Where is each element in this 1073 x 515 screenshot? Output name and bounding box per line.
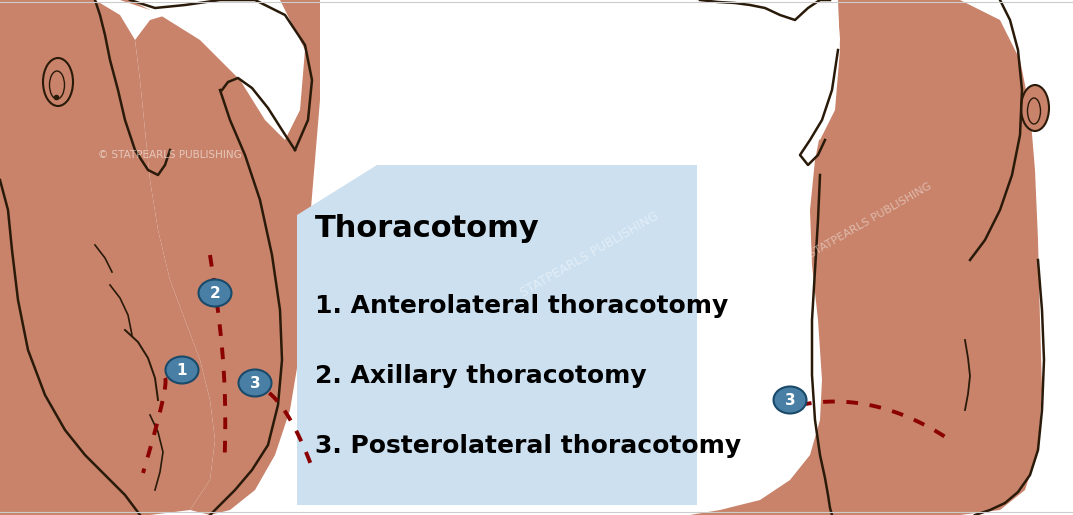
- Text: © STATPEARLS PUBLISHING: © STATPEARLS PUBLISHING: [98, 150, 241, 160]
- Ellipse shape: [43, 58, 73, 106]
- Ellipse shape: [165, 356, 199, 384]
- Polygon shape: [130, 0, 305, 140]
- Text: STATPEARLS PUBLISHING: STATPEARLS PUBLISHING: [807, 181, 934, 260]
- Polygon shape: [297, 165, 697, 505]
- Text: 1: 1: [177, 363, 188, 378]
- Ellipse shape: [1021, 85, 1049, 131]
- Polygon shape: [695, 0, 838, 130]
- Text: 3: 3: [250, 376, 261, 391]
- Polygon shape: [530, 0, 1073, 515]
- Text: 3. Posterolateral thoracotomy: 3. Posterolateral thoracotomy: [315, 434, 741, 458]
- Polygon shape: [135, 0, 320, 515]
- Ellipse shape: [238, 369, 271, 397]
- Polygon shape: [0, 0, 215, 515]
- Polygon shape: [690, 0, 1042, 515]
- Text: 2: 2: [209, 286, 220, 301]
- Ellipse shape: [199, 280, 232, 306]
- Polygon shape: [120, 0, 310, 140]
- Text: STATPEARLS PUBLISHING: STATPEARLS PUBLISHING: [518, 210, 661, 300]
- Ellipse shape: [774, 386, 807, 414]
- Text: 1. Anterolateral thoracotomy: 1. Anterolateral thoracotomy: [315, 294, 729, 318]
- Polygon shape: [695, 0, 840, 140]
- Text: 2. Axillary thoracotomy: 2. Axillary thoracotomy: [315, 364, 647, 388]
- Text: Thoracotomy: Thoracotomy: [315, 214, 540, 243]
- Text: 3: 3: [784, 393, 795, 408]
